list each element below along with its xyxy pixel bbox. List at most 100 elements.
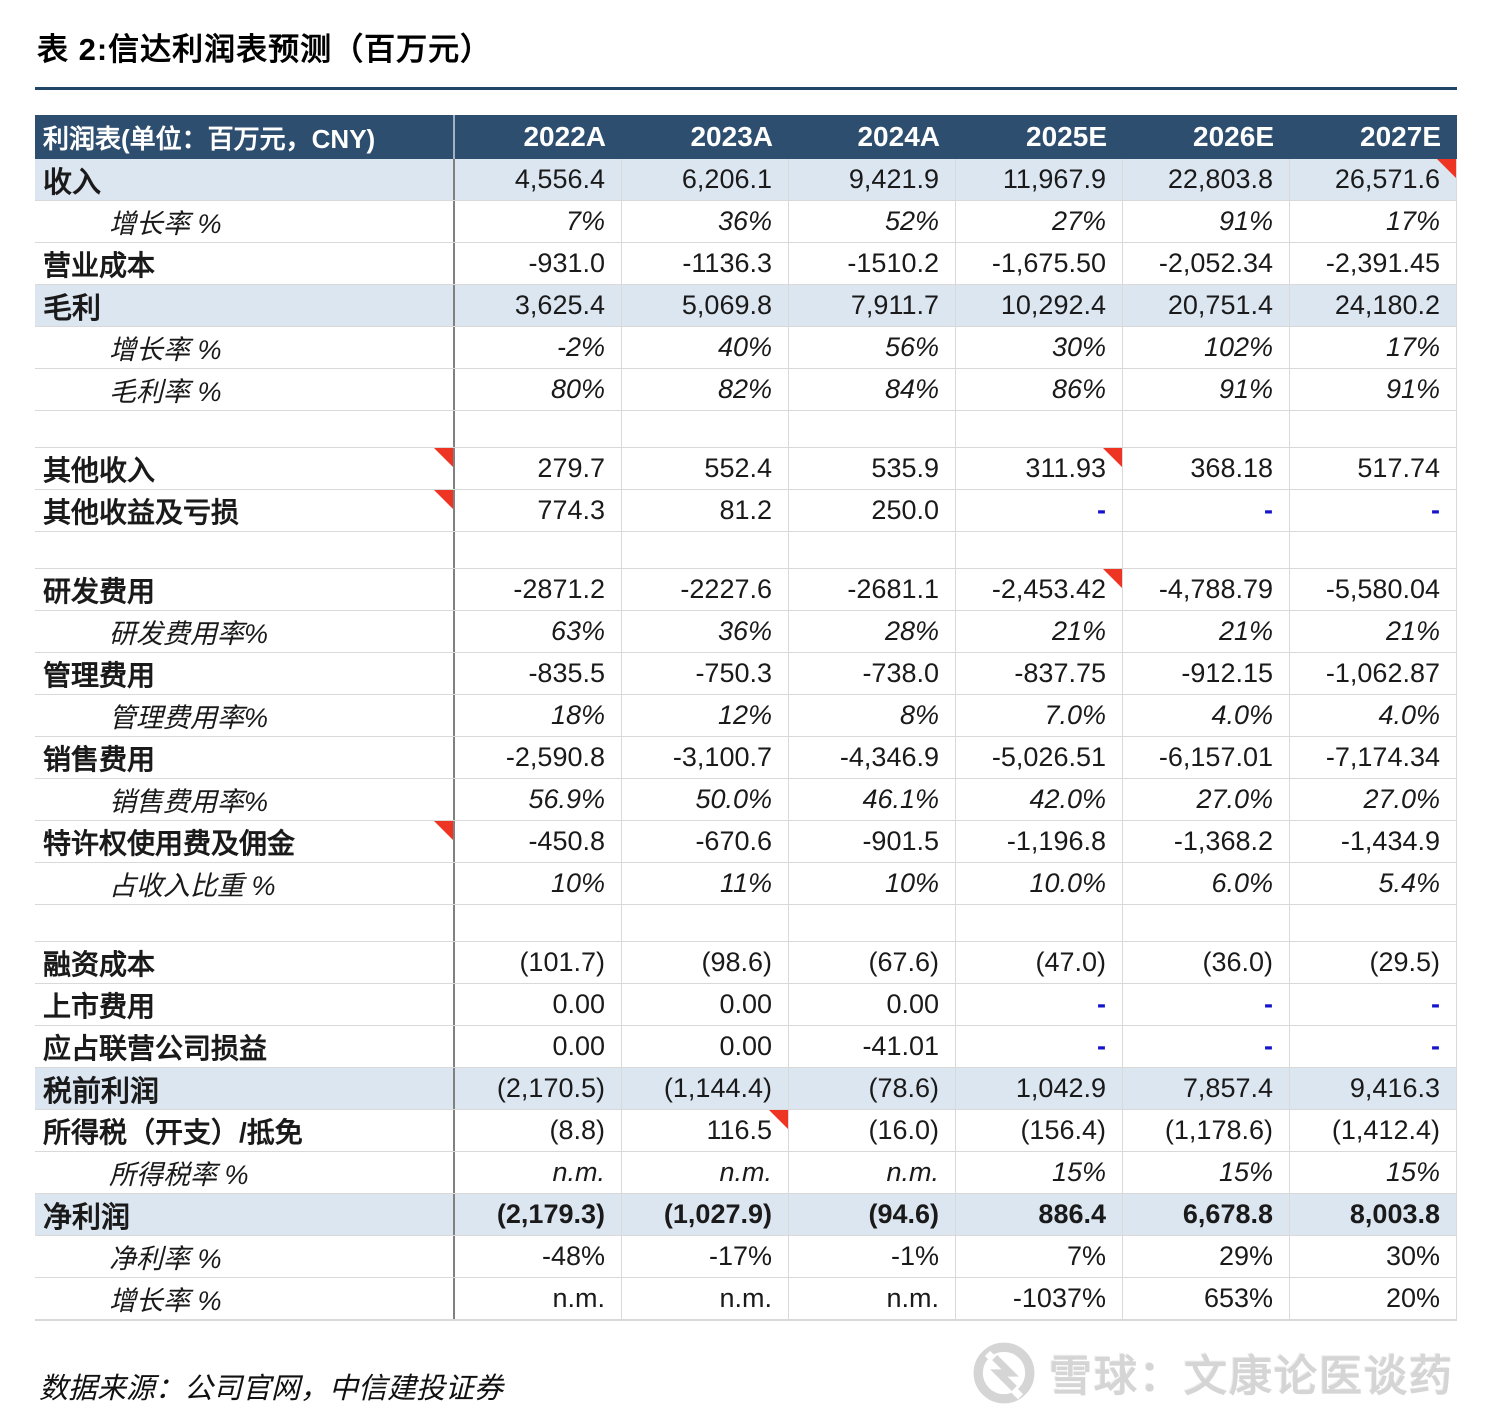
value-cell: -7,174.34 — [1290, 737, 1457, 778]
value-cell: -901.5 — [789, 821, 956, 862]
value-cell: (101.7) — [455, 942, 622, 983]
table-row: 应占联营公司损益 0.00 0.00 -41.01 - - - — [35, 1026, 1457, 1068]
value-cell: 46.1% — [789, 779, 956, 820]
value-cell: -912.15 — [1123, 653, 1290, 694]
value-cell — [789, 532, 956, 568]
value-cell: - — [1290, 984, 1457, 1025]
value-cell: 11% — [622, 863, 789, 904]
value-cell: -3,100.7 — [622, 737, 789, 778]
value-cell: 774.3 — [455, 490, 622, 531]
value-cell: 81.2 — [622, 490, 789, 531]
row-label-cell: 净利润 — [35, 1194, 455, 1235]
value-cell: 20% — [1290, 1278, 1457, 1319]
value-cell: 5.4% — [1290, 863, 1457, 904]
value-cell: - — [956, 490, 1123, 531]
value-cell: 10% — [789, 863, 956, 904]
page-title: 表 2:信达利润表预测（百万元） — [37, 32, 493, 67]
value-cell: -1% — [789, 1236, 956, 1277]
row-label-cell: 管理费用率% — [35, 695, 455, 736]
value-cell: - — [956, 1026, 1123, 1067]
table-row: 税前利润 (2,170.5) (1,144.4) (78.6) 1,042.9 … — [35, 1068, 1457, 1110]
row-label-cell: 应占联营公司损益 — [35, 1026, 455, 1067]
value-cell: 36% — [622, 611, 789, 652]
value-cell: 24,180.2 — [1290, 285, 1457, 326]
value-cell: 20,751.4 — [1123, 285, 1290, 326]
value-cell: 116.5 — [622, 1110, 789, 1151]
value-cell: (1,178.6) — [1123, 1110, 1290, 1151]
value-cell — [1290, 532, 1457, 568]
table-row: 收入 4,556.4 6,206.1 9,421.9 11,967.9 22,8… — [35, 159, 1457, 201]
spacer-row — [35, 411, 1457, 448]
value-cell: 42.0% — [956, 779, 1123, 820]
value-cell: 22,803.8 — [1123, 159, 1290, 200]
value-cell: -4,346.9 — [789, 737, 956, 778]
value-cell: (29.5) — [1290, 942, 1457, 983]
value-cell: -41.01 — [789, 1026, 956, 1067]
value-cell: 102% — [1123, 327, 1290, 368]
row-label-cell — [35, 905, 455, 941]
row-label-cell: 占收入比重 % — [35, 863, 455, 904]
value-cell: 4.0% — [1123, 695, 1290, 736]
value-cell: 52% — [789, 201, 956, 242]
value-cell: -2227.6 — [622, 569, 789, 610]
value-cell: 56% — [789, 327, 956, 368]
row-label-cell: 特许权使用费及佣金 — [35, 821, 455, 862]
value-cell: 15% — [1290, 1152, 1457, 1193]
value-cell: -4,788.79 — [1123, 569, 1290, 610]
source-note: 数据来源：公司官网，中信建投证券 — [39, 1373, 504, 1405]
value-cell: 250.0 — [789, 490, 956, 531]
value-cell: 27% — [956, 201, 1123, 242]
value-cell: (8.8) — [455, 1110, 622, 1151]
value-cell: -1,434.9 — [1290, 821, 1457, 862]
value-cell: (78.6) — [789, 1068, 956, 1109]
value-cell — [455, 411, 622, 447]
value-cell: - — [1123, 490, 1290, 531]
value-cell: 9,421.9 — [789, 159, 956, 200]
value-cell: 0.00 — [622, 1026, 789, 1067]
value-cell: 21% — [1290, 611, 1457, 652]
watermark: 雪球：文康论医谈药 — [971, 1340, 1454, 1406]
value-cell: -450.8 — [455, 821, 622, 862]
value-cell: -2,453.42 — [956, 569, 1123, 610]
row-label-cell: 税前利润 — [35, 1068, 455, 1109]
value-cell: 18% — [455, 695, 622, 736]
value-cell — [956, 532, 1123, 568]
table-row: 增长率 % -2% 40% 56% 30% 102% 17% — [35, 327, 1457, 369]
value-cell: -1,196.8 — [956, 821, 1123, 862]
row-label-cell: 毛利率 % — [35, 369, 455, 410]
value-cell: 7,911.7 — [789, 285, 956, 326]
value-cell: 1,042.9 — [956, 1068, 1123, 1109]
spacer-row — [35, 532, 1457, 569]
row-label-cell: 融资成本 — [35, 942, 455, 983]
value-cell: 368.18 — [1123, 448, 1290, 489]
table-row: 毛利率 % 80% 82% 84% 86% 91% 91% — [35, 369, 1457, 411]
xueqiu-snowball-icon — [973, 1342, 1035, 1404]
value-cell — [956, 905, 1123, 941]
value-cell: - — [1290, 1026, 1457, 1067]
value-cell: 28% — [789, 611, 956, 652]
value-cell — [1290, 411, 1457, 447]
value-cell — [789, 905, 956, 941]
value-cell: n.m. — [455, 1278, 622, 1319]
row-label-cell — [35, 411, 455, 447]
row-label-cell: 所得税（开支）/抵免 — [35, 1110, 455, 1151]
value-cell: n.m. — [455, 1152, 622, 1193]
corner-marker-icon — [434, 448, 453, 467]
row-label-cell: 研发费用 — [35, 569, 455, 610]
value-cell — [1290, 905, 1457, 941]
row-label-cell: 研发费用率% — [35, 611, 455, 652]
value-cell: n.m. — [622, 1278, 789, 1319]
value-cell: (67.6) — [789, 942, 956, 983]
value-cell: 21% — [1123, 611, 1290, 652]
corner-marker-icon — [434, 490, 453, 509]
value-cell: 2026E — [1193, 121, 1274, 152]
value-cell: -1,368.2 — [1123, 821, 1290, 862]
value-cell: (16.0) — [789, 1110, 956, 1151]
title-rule — [35, 87, 1457, 90]
value-cell — [622, 905, 789, 941]
value-cell: 10% — [455, 863, 622, 904]
value-cell: 27.0% — [1123, 779, 1290, 820]
value-cell: (36.0) — [1123, 942, 1290, 983]
value-cell: 0.00 — [789, 984, 956, 1025]
value-cell: (156.4) — [956, 1110, 1123, 1151]
